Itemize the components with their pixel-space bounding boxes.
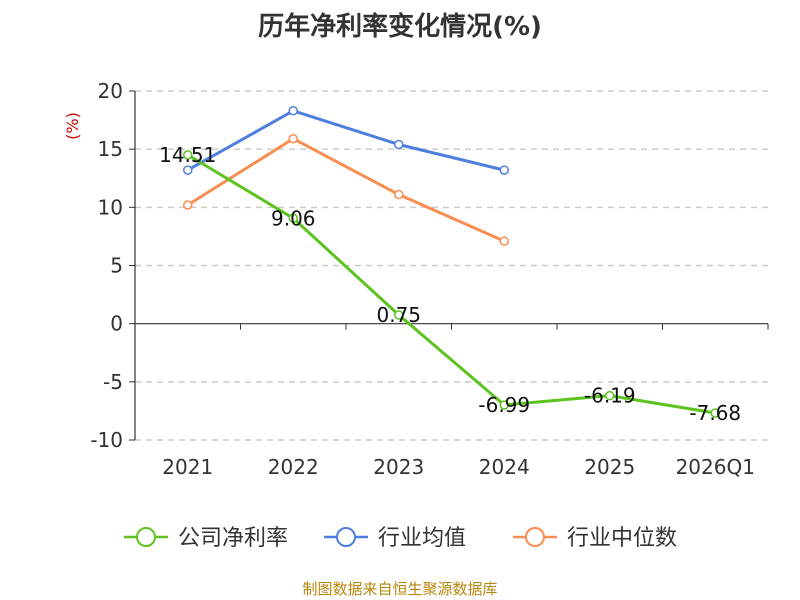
data-label: 9.06 — [271, 206, 316, 230]
chart-title: 历年净利率变化情况(%) — [258, 12, 542, 42]
legend-label: 行业中位数 — [567, 526, 677, 551]
data-label: -6.19 — [584, 384, 636, 408]
legend-marker — [136, 527, 156, 547]
x-tick-label: 2025 — [584, 455, 635, 479]
x-tick-label: 2026Q1 — [676, 455, 755, 479]
data-point — [394, 310, 404, 320]
y-tick-label: 15 — [98, 137, 123, 161]
data-point — [288, 213, 298, 224]
x-tick-label: 2021 — [162, 455, 213, 479]
y-tick-label: -5 — [103, 370, 123, 394]
legend-label: 公司净利率 — [178, 526, 288, 551]
legend-marker — [336, 527, 356, 547]
y-tick-label: 20 — [98, 79, 123, 103]
data-point — [288, 133, 298, 144]
grid-lines — [135, 90, 768, 441]
data-point — [499, 165, 509, 175]
source-note: 制图数据来自恒生聚源数据库 — [302, 580, 498, 598]
y-tick-label: 5 — [110, 254, 123, 278]
y-tick-label: -10 — [90, 428, 123, 452]
y-axis-label: (%) — [63, 112, 82, 140]
series-line — [186, 153, 716, 415]
legend-label: 行业均值 — [378, 526, 466, 551]
data-point — [499, 236, 509, 246]
legend: 公司净利率 行业均值 行业中位数 — [124, 526, 677, 551]
data-label: 14.51 — [159, 143, 216, 167]
data-point — [288, 106, 298, 116]
data-label: -7.68 — [689, 401, 741, 425]
axes: 20 15 10 5 0 -5 -10 2021 2022 2023 2024 2025 2026Q1 — [90, 79, 769, 479]
data-point — [183, 165, 193, 175]
data-labels: 14.51 9.06 0.75 -6.99 -6.19 -7.68 — [159, 143, 741, 425]
y-tick-label: 0 — [110, 312, 123, 336]
data-point — [394, 189, 404, 200]
data-point — [394, 139, 404, 150]
data-point — [183, 200, 193, 210]
series-line — [187, 109, 505, 172]
series-line — [186, 137, 505, 243]
x-tick-label: 2024 — [479, 455, 530, 479]
y-tick-label: 10 — [98, 195, 123, 219]
data-label: -6.99 — [478, 393, 530, 417]
data-label: 0.75 — [376, 303, 421, 327]
data-point — [605, 390, 615, 401]
legend-marker — [525, 527, 545, 547]
data-point — [183, 150, 193, 160]
data-point — [499, 400, 509, 410]
x-tick-label: 2023 — [373, 455, 424, 479]
series-lines — [183, 106, 720, 418]
x-tick-label: 2022 — [268, 455, 319, 479]
data-point — [710, 408, 720, 418]
